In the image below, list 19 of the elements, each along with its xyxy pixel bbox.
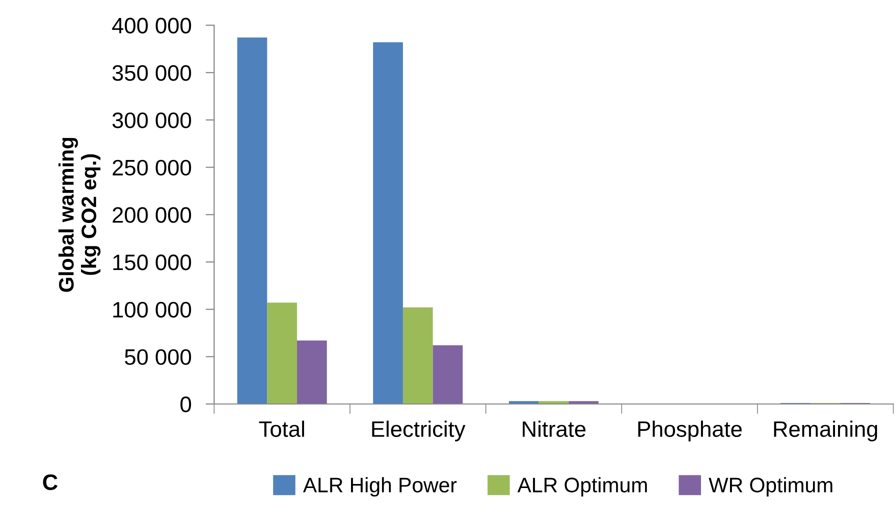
x-tick-label: Nitrate xyxy=(522,420,586,437)
x-tick-label: Phosphate xyxy=(638,420,742,442)
x-tick-label: Remaining xyxy=(774,420,878,442)
legend-label: ALR Optimum xyxy=(517,477,647,497)
legend-label: WR Optimum xyxy=(708,477,832,497)
y-tick-label: 150 000 xyxy=(113,254,192,270)
y-axis-title: Global warming (kg CO2 eq.) xyxy=(58,138,100,292)
y-tick-label: 250 000 xyxy=(112,160,192,176)
y-tick-label: 0 xyxy=(180,396,192,412)
y-tick-label: 200 000 xyxy=(112,207,192,223)
y-tick-label: 50 000 xyxy=(124,349,192,365)
y-tick-label: 350 000 xyxy=(112,65,192,81)
y-tick-label: 100 000 xyxy=(113,302,192,318)
legend-label: ALR High Power xyxy=(303,477,457,497)
y-tick-label: 300 000 xyxy=(112,112,192,128)
text: C xyxy=(43,474,58,490)
y-tick-label: 400 000 xyxy=(112,18,192,34)
x-tick-label: Total xyxy=(259,420,304,437)
x-tick-label: Electricity xyxy=(372,420,466,442)
